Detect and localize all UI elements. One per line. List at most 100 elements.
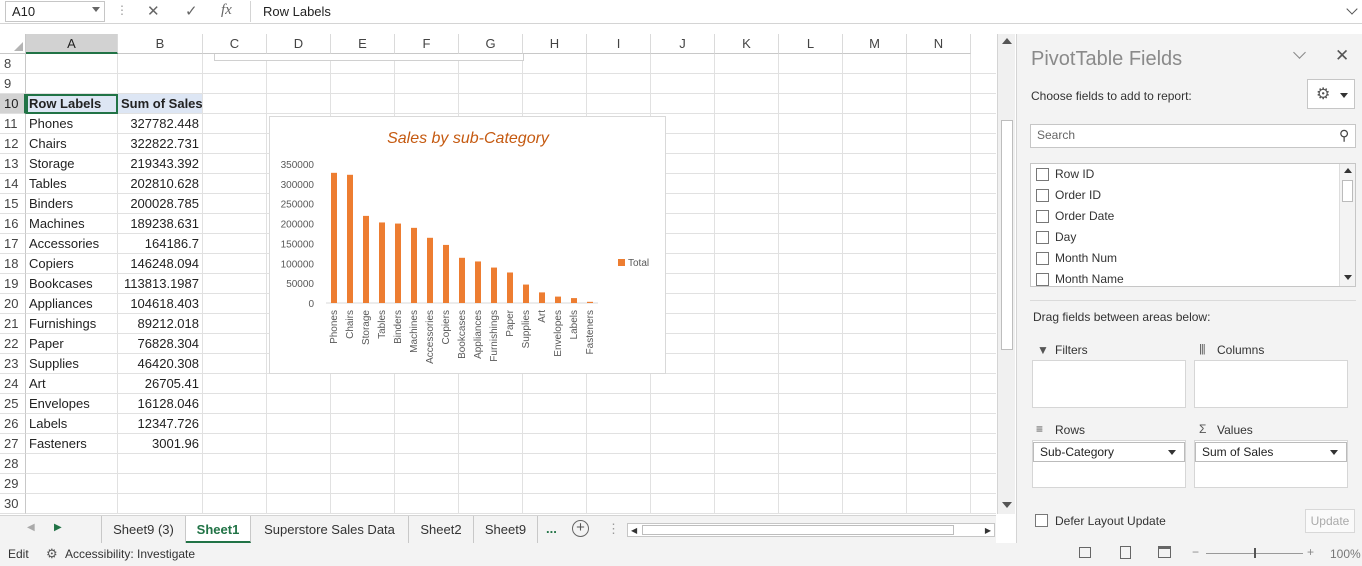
field-checkbox[interactable] <box>1036 210 1049 223</box>
cell-a17[interactable]: Accessories <box>26 234 118 254</box>
row-header-24[interactable]: 24 <box>0 374 26 394</box>
cell-a14[interactable]: Tables <box>26 174 118 194</box>
column-header-b[interactable]: B <box>118 34 203 54</box>
zoom-level[interactable]: 100% <box>1330 547 1361 561</box>
formula-input[interactable]: Row Labels <box>250 1 1358 22</box>
cell-b21[interactable]: 89212.018 <box>118 314 203 334</box>
field-item[interactable]: Order Date <box>1036 206 1114 227</box>
scroll-up-icon[interactable] <box>1344 168 1352 173</box>
field-checkbox[interactable] <box>1036 273 1049 286</box>
row-header-25[interactable]: 25 <box>0 394 26 414</box>
cell-b28[interactable] <box>118 454 203 474</box>
tab-sheet2[interactable]: Sheet2 <box>409 516 474 543</box>
column-header-g[interactable]: G <box>459 34 523 54</box>
scroll-up-icon[interactable] <box>1002 38 1012 44</box>
cell-b11[interactable]: 327782.448 <box>118 114 203 134</box>
zoom-in-icon[interactable]: + <box>1307 545 1315 559</box>
row-header-11[interactable]: 11 <box>0 114 26 134</box>
cell-a15[interactable]: Binders <box>26 194 118 214</box>
horizontal-scrollbar[interactable]: ◀ ▶ <box>627 523 995 537</box>
row-header-19[interactable]: 19 <box>0 274 26 294</box>
row-header-12[interactable]: 12 <box>0 134 26 154</box>
chevron-down-icon[interactable] <box>1168 450 1176 455</box>
select-all-button[interactable] <box>0 34 26 54</box>
cell-b27[interactable]: 3001.96 <box>118 434 203 454</box>
column-header-i[interactable]: I <box>587 34 651 54</box>
field-checkbox[interactable] <box>1036 189 1049 202</box>
cell-b30[interactable] <box>118 494 203 514</box>
accessibility-status[interactable]: Accessibility: Investigate <box>65 547 196 561</box>
row-header-13[interactable]: 13 <box>0 154 26 174</box>
scroll-down-icon[interactable] <box>1344 275 1352 280</box>
normal-view-icon[interactable] <box>1079 547 1091 558</box>
cell-b22[interactable]: 76828.304 <box>118 334 203 354</box>
field-list-scroll-thumb[interactable] <box>1342 180 1353 202</box>
vertical-scroll-thumb[interactable] <box>1001 120 1013 350</box>
scroll-left-icon[interactable]: ◀ <box>631 526 638 535</box>
scroll-down-icon[interactable] <box>1002 502 1012 508</box>
cell-a19[interactable]: Bookcases <box>26 274 118 294</box>
column-header-c[interactable]: C <box>203 34 267 54</box>
column-header-l[interactable]: L <box>779 34 843 54</box>
field-item[interactable]: Row ID <box>1036 164 1094 185</box>
field-checkbox[interactable] <box>1036 168 1049 181</box>
cell-a27[interactable]: Fasteners <box>26 434 118 454</box>
row-header-29[interactable]: 29 <box>0 474 26 494</box>
field-item[interactable]: Day <box>1036 227 1076 248</box>
row-header-26[interactable]: 26 <box>0 414 26 434</box>
field-list-scrollbar[interactable] <box>1339 164 1355 286</box>
defer-layout-checkbox[interactable] <box>1035 514 1048 527</box>
cell-a21[interactable]: Furnishings <box>26 314 118 334</box>
field-checkbox[interactable] <box>1036 231 1049 244</box>
cell-b26[interactable]: 12347.726 <box>118 414 203 434</box>
row-header-17[interactable]: 17 <box>0 234 26 254</box>
name-box[interactable]: A10 <box>5 1 105 22</box>
cell-b29[interactable] <box>118 474 203 494</box>
cell-a10[interactable]: Row Labels <box>26 94 118 114</box>
scroll-right-icon[interactable]: ▶ <box>984 526 991 535</box>
insert-function-icon[interactable]: fx <box>221 2 232 18</box>
cell-a26[interactable]: Labels <box>26 414 118 434</box>
tab-sheet1[interactable]: Sheet1 <box>186 516 251 543</box>
cell-b13[interactable]: 219343.392 <box>118 154 203 174</box>
cell-b24[interactable]: 26705.41 <box>118 374 203 394</box>
row-header-27[interactable]: 27 <box>0 434 26 454</box>
cell-b18[interactable]: 146248.094 <box>118 254 203 274</box>
row-header-16[interactable]: 16 <box>0 214 26 234</box>
cell-b9[interactable] <box>118 74 203 94</box>
field-checkbox[interactable] <box>1036 252 1049 265</box>
column-header-k[interactable]: K <box>715 34 779 54</box>
cell-a28[interactable] <box>26 454 118 474</box>
cell-b10[interactable]: Sum of Sales <box>118 94 203 114</box>
expand-formula-icon[interactable] <box>1346 3 1358 15</box>
cell-a30[interactable] <box>26 494 118 514</box>
next-sheet-icon[interactable]: ▶ <box>54 522 62 533</box>
search-icon[interactable]: ⚲ <box>1338 127 1349 143</box>
cell-b15[interactable]: 200028.785 <box>118 194 203 214</box>
column-header-d[interactable]: D <box>267 34 331 54</box>
row-header-22[interactable]: 22 <box>0 334 26 354</box>
cell-b23[interactable]: 46420.308 <box>118 354 203 374</box>
horizontal-scroll-thumb[interactable] <box>642 525 954 535</box>
row-header-18[interactable]: 18 <box>0 254 26 274</box>
zoom-out-icon[interactable]: − <box>1192 545 1200 559</box>
cell-a9[interactable] <box>26 74 118 94</box>
column-header-n[interactable]: N <box>907 34 971 54</box>
field-item[interactable]: Order ID <box>1036 185 1101 206</box>
column-header-h[interactable]: H <box>523 34 587 54</box>
accessibility-icon[interactable]: ⚙ <box>46 546 58 561</box>
columns-drop-area[interactable] <box>1194 360 1348 408</box>
more-sheets-button[interactable]: ... <box>546 521 557 536</box>
column-header-f[interactable]: F <box>395 34 459 54</box>
chevron-down-icon[interactable] <box>92 7 100 12</box>
search-input[interactable]: Search ⚲ <box>1030 124 1356 148</box>
tab-sheet9-3[interactable]: Sheet9 (3) <box>101 516 186 543</box>
close-icon[interactable]: ✕ <box>1335 46 1350 65</box>
pane-options-chevron-icon[interactable] <box>1293 46 1306 59</box>
prev-sheet-icon[interactable]: ◀ <box>27 522 35 533</box>
cell-b14[interactable]: 202810.628 <box>118 174 203 194</box>
column-header-a[interactable]: A <box>26 34 118 54</box>
update-button[interactable]: Update <box>1305 509 1355 533</box>
row-header-10[interactable]: 10 <box>0 94 26 114</box>
row-header-20[interactable]: 20 <box>0 294 26 314</box>
